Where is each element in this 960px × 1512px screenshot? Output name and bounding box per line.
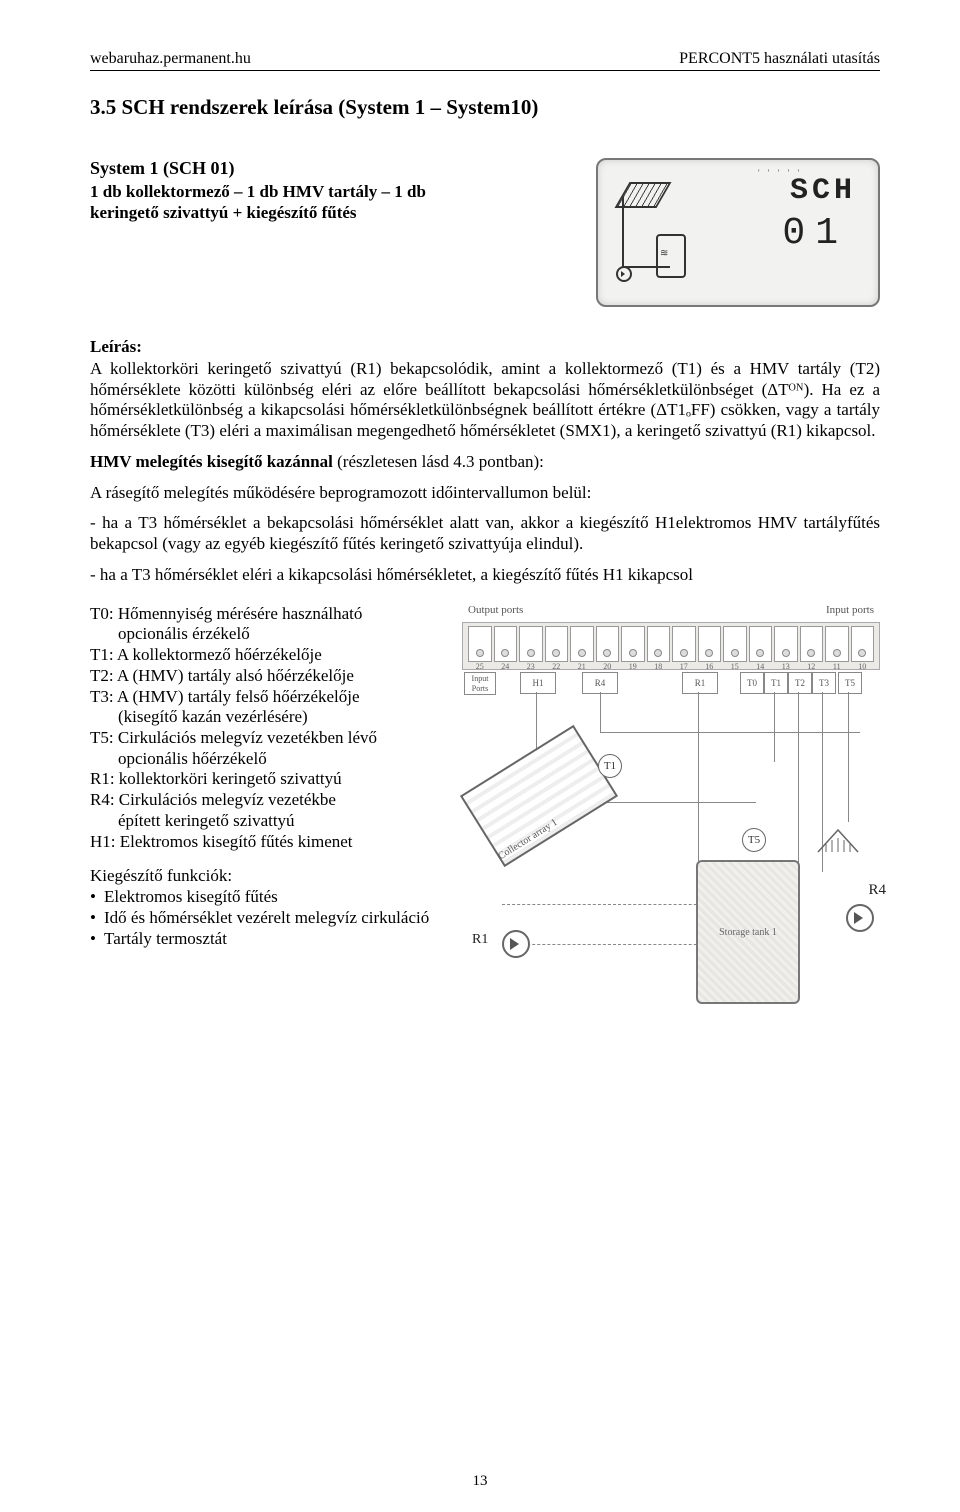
sensor-t0-line2: opcionális érzékelő — [90, 624, 450, 645]
group-t0: T0 — [740, 672, 764, 694]
terminal: 16 — [698, 626, 722, 662]
bullet-icon: • — [90, 908, 104, 929]
terminal-number: 23 — [527, 662, 535, 671]
terminal-number: 11 — [833, 662, 841, 671]
terminal: 13 — [774, 626, 798, 662]
sensor-t2: T2: A (HMV) tartály alsó hőérzékelője — [90, 666, 450, 687]
heater-icon — [816, 828, 860, 854]
terminal: 14 — [749, 626, 773, 662]
bullet-icon: • — [90, 929, 104, 950]
lcd-wave-icon: ≋ — [660, 248, 668, 259]
sensor-list: T0: Hőmennyiség mérésére használható opc… — [90, 604, 450, 950]
hmv-title-suffix: (részletesen lásd 4.3 pontban): — [333, 452, 544, 471]
sensor-t0-line1: T0: Hőmennyiség mérésére használható — [90, 604, 450, 625]
sensor-t5-line1: T5: Cirkulációs melegvíz vezetékben lévő — [90, 728, 450, 749]
terminal-number: 13 — [782, 662, 790, 671]
paragraph-1: A kollektorköri keringető szivattyú (R1)… — [90, 359, 880, 442]
output-ports-label: Output ports — [468, 604, 523, 616]
terminal-number: 19 — [629, 662, 637, 671]
terminal-number: 20 — [603, 662, 611, 671]
terminal: 11 — [825, 626, 849, 662]
terminal-number: 18 — [654, 662, 662, 671]
terminal-number: 10 — [858, 662, 866, 671]
terminal-number: 24 — [501, 662, 509, 671]
sensor-r4-line1: R4: Cirkulációs melegvíz vezetékbe — [90, 790, 450, 811]
wiring-diagram: Output ports Input ports 252423222120191… — [462, 604, 880, 1034]
sensor-t1: T1: A kollektormező hőérzékelője — [90, 645, 450, 666]
terminal: 20 — [596, 626, 620, 662]
aux-item-3: Tartály termosztát — [104, 929, 450, 950]
paragraph-2b: - ha a T3 hőmérséklet a bekapcsolási hőm… — [90, 513, 880, 554]
description-label: Leírás: — [90, 337, 880, 357]
terminal: 19 — [621, 626, 645, 662]
paragraph-2c: - ha a T3 hőmérséklet eléri a kikapcsolá… — [90, 565, 880, 586]
sensor-r4-line2: épített keringető szivattyú — [90, 811, 450, 832]
sensor-h1: H1: Elektromos kisegítő fűtés kimenet — [90, 832, 450, 853]
terminal-row: 25242322212019181716151413121110 — [468, 626, 874, 662]
terminal-number: 15 — [731, 662, 739, 671]
group-r4: R4 — [582, 672, 618, 694]
node-t5: T5 — [742, 828, 766, 852]
aux-title: Kiegészítő funkciók: — [90, 866, 450, 887]
paragraph-2a: A rásegítő melegítés működésére beprogra… — [90, 483, 880, 504]
group-t1: T1 — [764, 672, 788, 694]
tank-label: Storage tank 1 — [698, 927, 798, 938]
aux-item-2: Idő és hőmérséklet vezérelt melegvíz cir… — [104, 908, 450, 929]
system-desc-line1: 1 db kollektormező – 1 db HMV tartály – … — [90, 181, 576, 202]
terminal-number: 14 — [756, 662, 764, 671]
pump-r1-icon — [502, 930, 530, 958]
storage-tank: Storage tank 1 — [696, 860, 800, 1004]
terminal: 17 — [672, 626, 696, 662]
sensor-t3-line1: T3: A (HMV) tartály felső hőérzékelője — [90, 687, 450, 708]
system-name: System 1 (SCH 01) — [90, 158, 576, 179]
terminal: 21 — [570, 626, 594, 662]
group-t2: T2 — [788, 672, 812, 694]
group-t3: T3 — [812, 672, 836, 694]
terminal-number: 12 — [807, 662, 815, 671]
terminal: 12 — [800, 626, 824, 662]
system-desc-line2: keringető szivattyú + kiegészítő fűtés — [90, 202, 576, 223]
terminal-number: 17 — [680, 662, 688, 671]
label-r1: R1 — [472, 932, 488, 948]
aux-item-1: Elektromos kisegítő fűtés — [104, 887, 450, 908]
lcd-code: 01 — [782, 212, 848, 255]
node-t1: T1 — [598, 754, 622, 778]
terminal: 18 — [647, 626, 671, 662]
lcd-pump-icon — [616, 266, 632, 282]
terminal: 25 — [468, 626, 492, 662]
group-t5: T5 — [838, 672, 862, 694]
collector-icon — [460, 724, 618, 866]
sensor-r1: R1: kollektorköri keringető szivattyú — [90, 769, 450, 790]
sensor-t5-line2: opcionális hőérzékelő — [90, 749, 450, 770]
terminal: 22 — [545, 626, 569, 662]
input-ports-label: Input ports — [826, 604, 874, 616]
terminal-number: 21 — [578, 662, 586, 671]
sensor-t3-line2: (kisegítő kazán vezérlésére) — [90, 707, 450, 728]
section-title: 3.5 SCH rendszerek leírása (System 1 – S… — [90, 95, 880, 120]
header-right: PERCONT5 használati utasítás — [679, 50, 880, 68]
page-header: webaruhaz.permanent.hu PERCONT5 használa… — [90, 50, 880, 71]
terminal-number: 25 — [476, 662, 484, 671]
hmv-paragraph: HMV melegítés kisegítő kazánnal (részlet… — [90, 452, 880, 473]
terminal: 15 — [723, 626, 747, 662]
bullet-icon: • — [90, 887, 104, 908]
label-r4: R4 — [868, 882, 886, 899]
pump-r4-icon — [846, 904, 874, 932]
group-inputports: Input Ports — [464, 672, 496, 695]
terminal: 10 — [851, 626, 875, 662]
terminal: 24 — [494, 626, 518, 662]
page-number: 13 — [0, 1473, 960, 1490]
terminal: 23 — [519, 626, 543, 662]
terminal-number: 22 — [552, 662, 560, 671]
group-h1: H1 — [520, 672, 556, 694]
terminal-number: 16 — [705, 662, 713, 671]
hmv-title: HMV melegítés kisegítő kazánnal — [90, 452, 333, 471]
lcd-display: ' ' ' ' ' SCH 01 ≋ — [596, 158, 880, 307]
group-r1: R1 — [682, 672, 718, 694]
lcd-sch-text: SCH — [790, 174, 856, 208]
header-left: webaruhaz.permanent.hu — [90, 50, 251, 68]
